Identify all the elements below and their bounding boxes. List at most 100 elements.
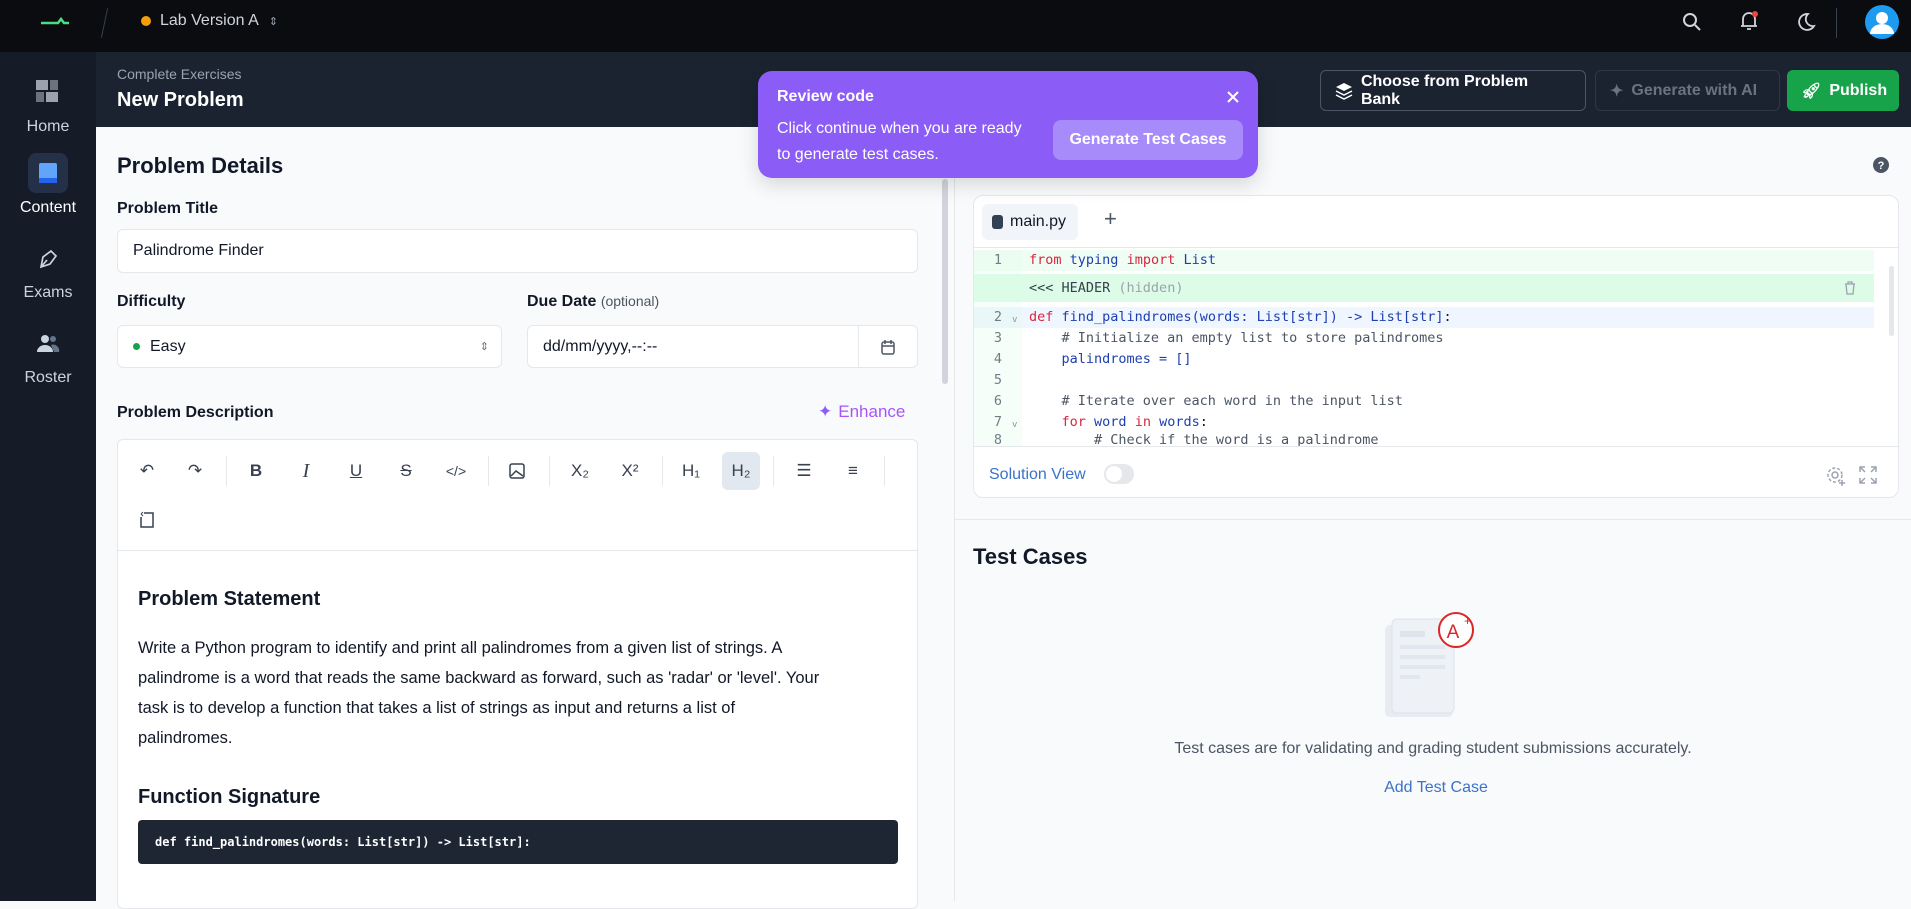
underline-icon[interactable]: U	[349, 461, 363, 480]
publish-button[interactable]: 🚀︎ Publish	[1787, 70, 1899, 111]
code-line: 3 # Initialize an empty list to store pa…	[993, 330, 1444, 346]
sparkle-icon: ✦	[1610, 82, 1624, 100]
code-area[interactable]: 1 from typing import List <<< HEADER (hid…	[974, 250, 1884, 446]
code-line: 5	[993, 372, 1003, 388]
chevron-updown-icon: ⇕	[479, 341, 489, 353]
calendar-button[interactable]	[858, 326, 917, 367]
choose-problem-bank-button[interactable]: Choose from Problem Bank	[1320, 70, 1586, 111]
svg-text:A: A	[1447, 622, 1460, 643]
image-icon[interactable]	[498, 452, 536, 490]
bell-icon[interactable]	[1738, 10, 1760, 32]
button-label: Publish	[1829, 81, 1888, 99]
graded-paper-illustration: A+	[1385, 612, 1474, 717]
avatar[interactable]	[1864, 4, 1900, 40]
solution-view-label: Solution View	[989, 466, 1086, 483]
difficulty-label: Difficulty	[117, 293, 186, 310]
divider	[1836, 8, 1837, 38]
project-switcher[interactable]: Lab Version A ⇕	[160, 12, 278, 30]
paragraph-line: task is to develop a function that takes…	[138, 699, 736, 717]
enhance-button[interactable]: ✦ Enhance	[818, 402, 905, 422]
tooltip-text-line: to generate test cases.	[777, 146, 939, 163]
divider	[974, 446, 1898, 447]
tooltip-text-line: Click continue when you are ready	[777, 120, 1022, 137]
scrollbar[interactable]	[942, 179, 948, 384]
difficulty-dot	[133, 343, 140, 350]
optional-hint: (optional)	[600, 293, 660, 309]
users-icon	[37, 335, 60, 352]
button-label: Generate with AI	[1631, 81, 1758, 99]
sidebar-item-label: Exams	[23, 284, 73, 301]
heading-function-signature: Function Signature	[138, 786, 321, 808]
test-cases-empty-text: Test cases are for validating and gradin…	[1174, 740, 1692, 757]
bold-icon[interactable]: B	[249, 461, 263, 480]
file-tab-main-py[interactable]: main.py	[982, 204, 1078, 240]
help-icon[interactable]: ?	[1872, 156, 1890, 174]
subscript-icon[interactable]: X₂	[571, 461, 589, 480]
sidebar: Home Content Exams Roster	[0, 52, 96, 901]
add-test-case-link[interactable]: Add Test Case	[1384, 779, 1488, 796]
heading2-icon[interactable]: H₂	[722, 452, 760, 490]
due-date-input[interactable]: dd/mm/yyyy,--:--	[527, 325, 918, 368]
sidebar-item-label: Content	[19, 199, 77, 216]
description-label: Problem Description	[117, 404, 274, 421]
svg-text:?: ?	[1878, 160, 1885, 172]
sidebar-item-content[interactable]: Content	[0, 153, 96, 217]
italic-icon[interactable]: I	[302, 459, 310, 482]
file-tab-label: main.py	[1010, 213, 1067, 230]
logo-icon	[41, 16, 69, 25]
search-icon[interactable]	[1682, 12, 1702, 32]
numbered-list-icon[interactable]: ≡	[848, 461, 858, 480]
moon-icon[interactable]	[1796, 12, 1816, 32]
book-icon	[39, 163, 57, 183]
scrollbar[interactable]	[1889, 266, 1894, 336]
problem-title-input[interactable]: Palindrome Finder	[117, 229, 918, 273]
generate-test-cases-button[interactable]: Generate Test Cases	[1053, 120, 1243, 160]
divider	[773, 456, 774, 486]
rocket-icon: 🚀︎	[1801, 82, 1822, 100]
superscript-icon[interactable]: X²	[621, 461, 639, 480]
divider	[118, 550, 917, 551]
undo-icon[interactable]: ↶	[139, 461, 155, 480]
bullet-list-icon[interactable]: ☰	[796, 461, 812, 480]
due-date-label-text: Due Date	[527, 293, 597, 310]
code-block-icon[interactable]	[128, 501, 166, 539]
page-title: New Problem	[117, 89, 244, 111]
add-view-icon[interactable]	[1825, 465, 1847, 487]
code-line: 8 # Check if the word is a palindrome	[993, 433, 1379, 446]
tooltip-title: Review code	[777, 88, 874, 105]
close-icon[interactable]	[1226, 90, 1240, 104]
chevron-updown-icon: ⇕	[268, 15, 278, 28]
add-file-icon[interactable]: +	[1104, 206, 1117, 231]
top-bar: Lab Version A ⇕	[0, 0, 1911, 52]
divider	[955, 519, 1911, 520]
section-heading: Problem Details	[117, 153, 284, 178]
generate-with-ai-button[interactable]: ✦ Generate with AI	[1595, 70, 1780, 111]
solution-view-toggle[interactable]	[1104, 464, 1134, 484]
enhance-label: Enhance	[838, 402, 906, 421]
sidebar-item-home[interactable]: Home	[0, 72, 96, 136]
panel-divider[interactable]	[954, 127, 955, 901]
sparkle-icon: ✦	[818, 402, 833, 421]
difficulty-select[interactable]: Easy ⇕	[117, 325, 502, 368]
heading1-icon[interactable]: H₁	[681, 461, 700, 480]
sidebar-item-label: Home	[26, 118, 70, 135]
divider	[100, 8, 109, 38]
code-line: 2 v def find_palindromes(words: List[str])…	[974, 307, 1874, 328]
divider	[549, 456, 550, 486]
code-icon[interactable]: </>	[445, 463, 467, 479]
redo-icon[interactable]: ↷	[187, 461, 203, 480]
divider	[662, 456, 663, 486]
sidebar-item-roster[interactable]: Roster	[0, 323, 96, 387]
code-line: 1 from typing import List	[974, 250, 1874, 271]
rich-text-editor: ↶ ↷ B I U S </> X₂ X² H₁ H₂ ☰ ≡ Problem …	[117, 439, 918, 909]
strikethrough-icon[interactable]: S	[400, 461, 412, 480]
trash-icon[interactable]	[1844, 281, 1856, 295]
sidebar-item-exams[interactable]: Exams	[0, 238, 96, 302]
divider	[226, 456, 227, 486]
breadcrumb[interactable]: Complete Exercises	[117, 66, 242, 82]
code-editor: main.py + 1 from typing import List <<< H…	[973, 195, 1899, 498]
sidebar-item-label: Roster	[24, 369, 72, 386]
python-file-icon	[992, 215, 1003, 229]
signature-code-block: def find_palindromes(words: List[str]) -…	[138, 820, 898, 864]
expand-icon[interactable]	[1858, 465, 1878, 485]
